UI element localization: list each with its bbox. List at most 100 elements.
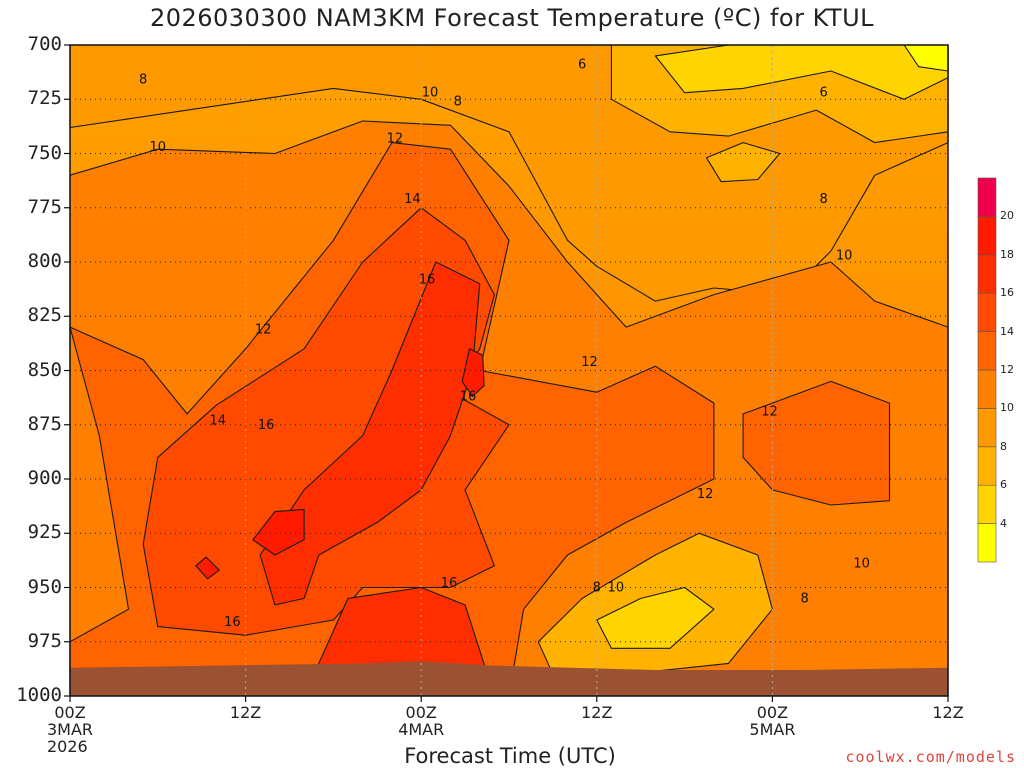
colorbar-tick-label: 18 xyxy=(1000,247,1014,261)
contour-label: 12 xyxy=(697,487,714,502)
temperature-region xyxy=(252,508,305,556)
contour-label: 16 xyxy=(441,576,458,591)
contour-label-text: 16 xyxy=(419,272,436,287)
contour-label: 14 xyxy=(210,413,227,428)
ground-surface xyxy=(70,661,948,696)
contour-label-text: 16 xyxy=(258,418,275,433)
contour-label-text: 8 xyxy=(139,73,147,88)
contour-labels: 6 6 8 8 8 8 8 10 10 10 10 10 12 12 12 12 12 14 14 16 16 16 16 1… xyxy=(139,58,870,631)
contour-label: 10 xyxy=(853,557,870,572)
x-tick-label-line: 00Z xyxy=(756,703,789,722)
contour-label: 12 xyxy=(581,355,598,370)
contour-label-text: 10 xyxy=(422,86,439,101)
x-tick-label-line: 2026 xyxy=(47,737,88,756)
x-tick-label-line: 3MAR xyxy=(47,720,94,739)
x-tick-label-line: 5MAR xyxy=(749,720,796,739)
colorbar-tick-label: 4 xyxy=(1000,516,1007,530)
contour-label: 12 xyxy=(255,322,272,337)
colorbar-tick-label: 6 xyxy=(1000,478,1007,492)
colorbar-tick-label: 16 xyxy=(1000,286,1014,300)
y-tick-label: 775 xyxy=(27,195,62,218)
y-tick-label: 800 xyxy=(27,250,62,272)
temperature-region xyxy=(259,261,481,606)
colorbar-swatch xyxy=(977,369,997,409)
contour-label-text: 12 xyxy=(255,322,272,337)
y-tick-label: 850 xyxy=(27,358,62,381)
x-tick-label: 00Z 5MAR xyxy=(737,704,807,738)
colorbar-swatch xyxy=(977,408,997,448)
y-tick-label: 950 xyxy=(27,575,62,598)
x-tick-label-line: 00Z xyxy=(54,703,86,722)
colorbar-swatch xyxy=(977,216,997,256)
x-tick-label: 00Z 4MAR xyxy=(386,704,456,738)
temperature-region xyxy=(461,348,485,398)
y-tick-label: 825 xyxy=(27,304,62,327)
color-bar xyxy=(977,177,997,563)
contour-label-text: 16 xyxy=(441,576,458,591)
contour-label-text: 16 xyxy=(224,615,241,630)
contour-label-text: 10 xyxy=(853,557,870,572)
colorbar-swatch xyxy=(977,484,997,524)
y-tick-label: 750 xyxy=(27,141,62,164)
contour-label-text: 10 xyxy=(836,248,853,263)
plot-frame xyxy=(64,44,949,702)
contour-label-text: 10 xyxy=(608,581,625,596)
contour-label-text: 8 xyxy=(454,94,462,109)
x-tick-label-line: 12Z xyxy=(581,703,613,722)
contour-label: 6 xyxy=(578,58,586,73)
colorbar-swatch xyxy=(977,523,997,563)
y-tick-label: 900 xyxy=(27,467,62,489)
y-tick-label: 700 xyxy=(27,33,62,55)
chart-title: 2026030300 NAM3KM Forecast Temperature (… xyxy=(149,4,875,32)
y-tick-label: 875 xyxy=(27,412,62,435)
y-tick-label: 725 xyxy=(27,87,62,110)
colorbar-tick-label: 20 xyxy=(1000,209,1014,223)
x-tick-label: 12Z xyxy=(913,704,983,721)
colorbar-tick-label: 8 xyxy=(1000,439,1007,453)
contour-label: 14 xyxy=(404,192,421,207)
contour-label-text: 12 xyxy=(761,405,778,420)
contour-label-text: 10 xyxy=(150,140,167,155)
y-tick-label: 925 xyxy=(27,521,62,544)
contour-label: 10 xyxy=(150,140,167,155)
contour-label-text: 12 xyxy=(697,487,714,502)
colorbar-swatch xyxy=(977,254,997,294)
contour-label-text: 12 xyxy=(387,131,404,146)
contour-label-text: 14 xyxy=(210,413,227,428)
contour-label: 10 xyxy=(836,248,853,263)
colorbar-swatch xyxy=(977,292,997,332)
y-tick-label: 975 xyxy=(27,629,62,652)
x-tick-label: 12Z xyxy=(211,704,281,721)
temperature-fill-regions xyxy=(69,44,949,697)
colorbar-tick-label: 12 xyxy=(1000,363,1014,376)
contour-label-text: 14 xyxy=(404,192,421,207)
colorbar-tick-label: 14 xyxy=(1000,324,1014,338)
contour-label-text: 8 xyxy=(800,591,808,606)
contour-label-text: 8 xyxy=(593,581,601,596)
contour-label: 16 xyxy=(258,418,275,433)
contour-label: 12 xyxy=(387,131,404,146)
x-tick-label-line: 12Z xyxy=(932,703,964,722)
contour-label: 12 xyxy=(761,405,778,420)
contour-label-text: 16 xyxy=(460,390,477,405)
grid-lines xyxy=(70,45,948,696)
temperature-region xyxy=(705,142,781,183)
contour-label: 16 xyxy=(419,272,436,287)
x-tick-label-line: 4MAR xyxy=(398,720,445,739)
contour-label-text: 6 xyxy=(578,58,586,73)
colorbar-tick-label: 10 xyxy=(1000,401,1014,415)
contour-label: 8 xyxy=(139,73,147,88)
contour-label: 8 xyxy=(819,192,827,207)
contour-label: 6 xyxy=(819,86,827,101)
temperature-region xyxy=(742,380,891,506)
contour-label-text: 12 xyxy=(581,355,598,370)
contour-label: 16 xyxy=(224,615,241,630)
contour-label: 16 xyxy=(460,390,477,405)
x-tick-label-line: 12Z xyxy=(229,703,262,722)
contour-label-text: 6 xyxy=(819,86,827,101)
y-tick-label: 1000 xyxy=(16,684,62,706)
credit-label: coolwx.com/models xyxy=(845,748,1016,766)
x-axis-title: Forecast Time (UTC) xyxy=(404,744,616,768)
contour-label: 8 xyxy=(800,591,808,606)
contour-label: 8 xyxy=(454,94,462,109)
